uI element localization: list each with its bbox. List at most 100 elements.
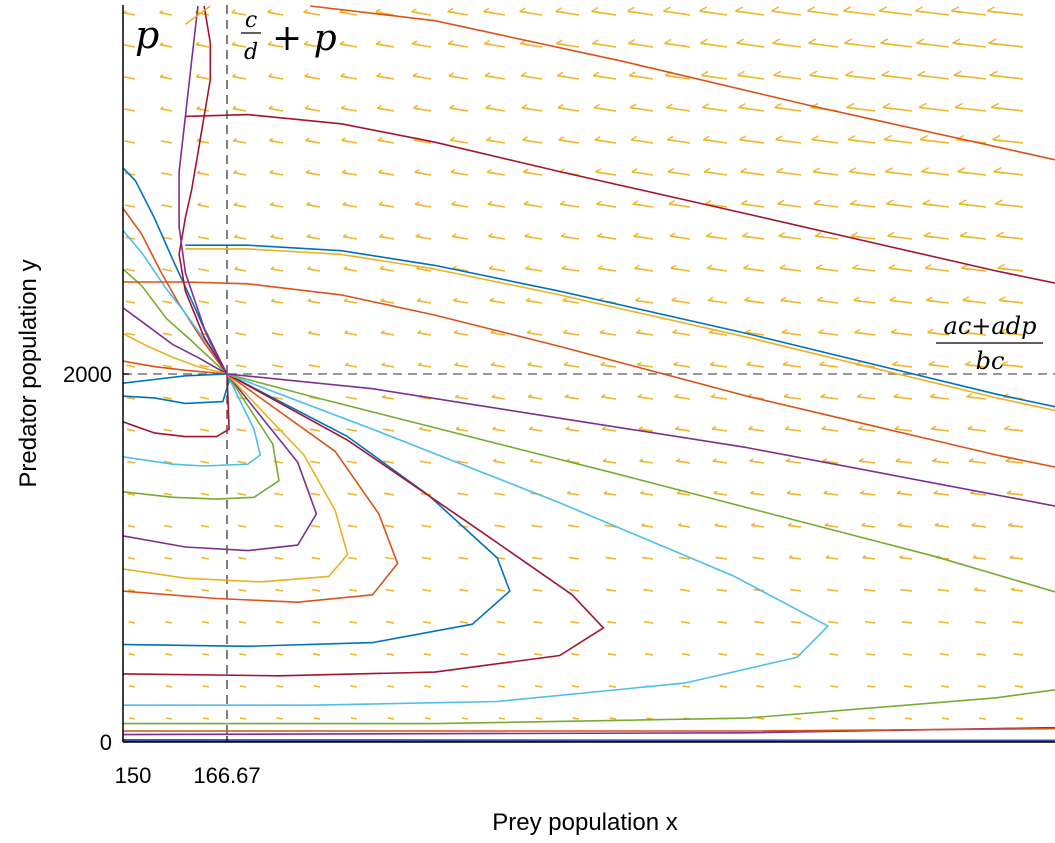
vector-arrow-head bbox=[896, 492, 903, 495]
vector-arrow-head bbox=[744, 299, 752, 303]
vector-arrow bbox=[202, 652, 210, 656]
vector-arrow-head bbox=[376, 75, 384, 78]
vector-arrow-head bbox=[521, 107, 530, 110]
vector-arrow bbox=[160, 140, 173, 144]
vector-arrow-head bbox=[774, 106, 784, 110]
vector-arrow-head bbox=[708, 299, 715, 302]
vector-arrow-head bbox=[1000, 331, 1009, 335]
vector-arrow-head bbox=[992, 138, 1003, 142]
vector-arrow-head bbox=[954, 106, 965, 110]
vector-arrow-head bbox=[822, 460, 829, 463]
vector-arrow-head bbox=[416, 299, 423, 302]
vector-arrow-head bbox=[555, 10, 565, 14]
vector-arrow bbox=[125, 332, 136, 336]
vector-arrow-head bbox=[667, 139, 676, 142]
vector-arrow-head bbox=[740, 171, 749, 174]
vector-arrow bbox=[828, 620, 839, 624]
vector-arrow-head bbox=[375, 11, 383, 14]
vector-arrow bbox=[384, 556, 395, 560]
vector-arrow-head bbox=[891, 331, 899, 335]
vector-arrow bbox=[535, 717, 543, 720]
vector-arrow-head bbox=[703, 167, 711, 173]
vector-arrow-head bbox=[629, 103, 637, 109]
vector-arrow-head bbox=[529, 460, 535, 463]
vector-arrow-head bbox=[491, 364, 497, 367]
vector-arrow-head bbox=[735, 6, 744, 12]
vector-arrow-head bbox=[772, 38, 781, 44]
vector-arrow-head bbox=[699, 6, 708, 12]
vector-arrow bbox=[497, 653, 506, 656]
vector-arrow bbox=[202, 717, 210, 720]
vector-arrow-head bbox=[413, 139, 421, 142]
vector-arrow-head bbox=[844, 38, 853, 44]
vector-arrow-head bbox=[523, 203, 531, 206]
vector-arrow-head bbox=[492, 428, 498, 431]
vector-arrow bbox=[461, 685, 469, 688]
vector-arrow-head bbox=[711, 428, 718, 431]
vector-arrow-head bbox=[998, 296, 1006, 301]
vector-arrow bbox=[201, 620, 210, 624]
vector-arrow bbox=[570, 620, 580, 624]
vector-arrow-head bbox=[524, 235, 532, 238]
vector-arrow-head bbox=[561, 267, 569, 270]
vector-arrow bbox=[754, 620, 765, 624]
vector-arrow-head bbox=[527, 364, 533, 367]
vector-arrow bbox=[127, 556, 136, 560]
vector-arrow bbox=[123, 44, 136, 48]
vector-arrow-head bbox=[737, 74, 747, 78]
vector-arrow-head bbox=[816, 267, 824, 270]
vector-arrow bbox=[164, 524, 173, 528]
vector-arrow-head bbox=[992, 134, 1001, 141]
vector-arrow bbox=[350, 717, 358, 720]
vector-arrow bbox=[310, 460, 321, 464]
vector-arrow-head bbox=[810, 106, 821, 110]
vector-arrow bbox=[273, 492, 284, 496]
vector-arrow-head bbox=[773, 74, 784, 78]
vector-arrow-head bbox=[781, 331, 789, 335]
vector-arrow-head bbox=[455, 396, 461, 399]
vector-arrow-head bbox=[824, 524, 830, 527]
vector-arrow bbox=[679, 588, 691, 592]
vector-arrow bbox=[308, 364, 321, 368]
vector-arrow-head bbox=[304, 75, 311, 78]
vector-arrow bbox=[495, 588, 506, 592]
vline-label-numerator: c bbox=[245, 8, 257, 33]
vector-arrow-head bbox=[852, 267, 861, 271]
vector-arrow-head bbox=[821, 428, 828, 431]
vector-arrow-head bbox=[994, 199, 1003, 205]
vector-arrow-head bbox=[820, 396, 827, 399]
vector-arrow bbox=[571, 685, 580, 688]
vector-arrow-head bbox=[491, 396, 497, 399]
vector-arrow bbox=[271, 332, 284, 336]
vector-arrow-head bbox=[556, 42, 565, 46]
vector-arrow-head bbox=[376, 43, 383, 46]
vector-arrow bbox=[942, 717, 950, 720]
vector-arrow-head bbox=[735, 10, 746, 14]
vector-arrow bbox=[605, 556, 617, 560]
vector-arrow bbox=[682, 685, 691, 688]
vector-arrow bbox=[423, 652, 432, 656]
vector-arrow-head bbox=[487, 203, 495, 206]
vector-arrow bbox=[607, 620, 617, 624]
vector-arrow bbox=[162, 332, 173, 336]
vector-arrow-head bbox=[593, 107, 602, 110]
vector-arrow bbox=[826, 588, 839, 592]
vector-arrow bbox=[202, 685, 210, 688]
vector-arrow-head bbox=[637, 396, 644, 399]
vector-arrow-head bbox=[379, 235, 385, 238]
vector-arrow bbox=[312, 620, 321, 624]
vector-arrow bbox=[752, 556, 765, 560]
vector-arrow bbox=[161, 204, 173, 208]
vector-arrow-head bbox=[899, 556, 904, 559]
vector-arrow-head bbox=[490, 331, 496, 334]
vector-arrow-head bbox=[640, 492, 646, 495]
vector-arrow-head bbox=[520, 75, 529, 78]
vector-arrow bbox=[940, 685, 950, 688]
vector-arrow-head bbox=[787, 492, 793, 495]
vector-arrow-head bbox=[598, 267, 605, 270]
vector-arrow-head bbox=[454, 364, 460, 367]
vector-arrow-head bbox=[412, 75, 420, 78]
vector-arrow-head bbox=[380, 300, 386, 302]
vector-arrow-head bbox=[970, 492, 976, 495]
vector-arrow-head bbox=[924, 264, 932, 269]
